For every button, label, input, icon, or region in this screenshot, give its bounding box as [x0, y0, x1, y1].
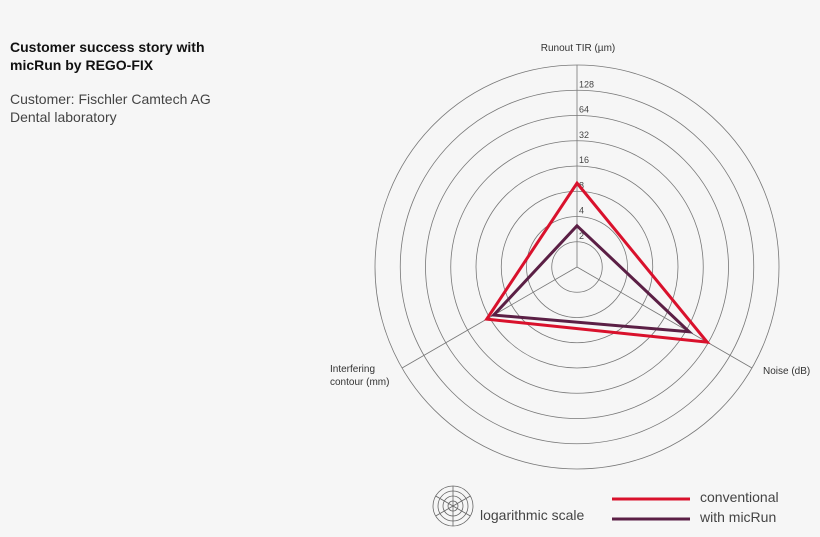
axis-label-interfering-1: Interfering — [330, 364, 375, 375]
series-0-polygon — [484, 180, 711, 345]
axis-label-runout: Runout TIR (µm) — [541, 43, 615, 54]
log-scale-icon — [432, 485, 474, 527]
tick-label-128: 128 — [579, 79, 594, 89]
legend-label-conventional: conventional — [700, 489, 779, 505]
legend-icon-spoke-2 — [435, 505, 454, 517]
series-1-polygon — [490, 223, 694, 334]
tick-label-8: 8 — [579, 180, 584, 190]
legend-icon-spoke-1 — [452, 505, 471, 517]
page-title: Customer success story with micRun by RE… — [10, 38, 250, 74]
spoke-1 — [576, 266, 753, 369]
customer-name: Customer: Fischler Camtech AG — [10, 91, 211, 107]
tick-label-64: 64 — [579, 105, 589, 115]
tick-label-16: 16 — [579, 155, 589, 165]
tick-label-4: 4 — [579, 206, 584, 216]
legend-scale-label: logarithmic scale — [480, 507, 584, 523]
tick-label-2: 2 — [579, 231, 584, 241]
legend-icon-spoke-5 — [435, 495, 454, 507]
axis-label-interfering-2: contour (mm) — [330, 377, 389, 388]
axis-label-noise: Noise (dB) — [763, 366, 810, 377]
legend-icon-spoke-3 — [452, 495, 471, 507]
customer-info: Customer: Fischler Camtech AG Dental lab… — [10, 90, 270, 126]
title-line-2: micRun by REGO-FIX — [10, 57, 154, 73]
customer-type: Dental laboratory — [10, 109, 117, 125]
title-line-1: Customer success story with — [10, 39, 205, 55]
legend-label-micrun: with micRun — [699, 509, 776, 525]
tick-label-32: 32 — [579, 130, 589, 140]
